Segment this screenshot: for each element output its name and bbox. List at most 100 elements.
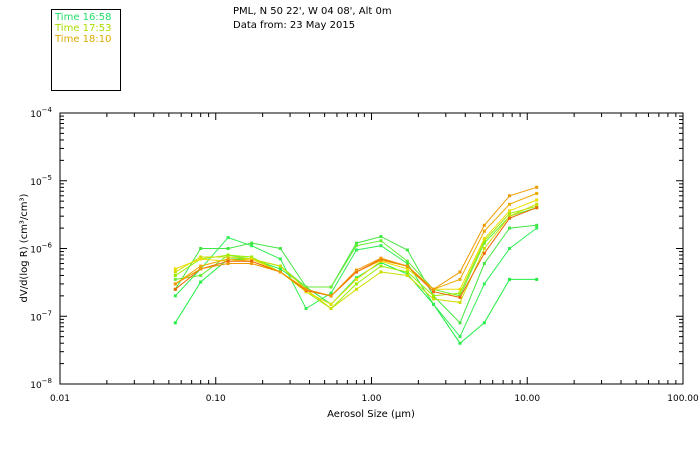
data-point [250, 241, 254, 245]
data-point [482, 321, 486, 325]
data-point [482, 262, 486, 266]
data-point [173, 267, 177, 271]
data-point [250, 262, 254, 266]
data-point [173, 270, 177, 274]
data-point [405, 262, 409, 266]
data-point [458, 335, 462, 339]
data-point [173, 282, 177, 286]
date-header: Data from: 23 May 2015 [233, 20, 356, 31]
data-point [379, 239, 383, 243]
data-point [405, 270, 409, 274]
data-point [199, 247, 203, 250]
data-point [354, 241, 358, 245]
data-point [354, 268, 358, 272]
data-point [535, 277, 539, 281]
data-point [482, 251, 486, 255]
data-point [173, 321, 177, 325]
data-point [199, 280, 203, 284]
data-point [482, 223, 486, 227]
data-point [173, 277, 177, 281]
legend-box: Time 16:58 Time 17:53 Time 18:10 [51, 9, 121, 91]
data-point [458, 270, 462, 274]
data-point [226, 255, 230, 259]
data-point [354, 244, 358, 248]
legend-entry-1: Time 16:58 [55, 12, 112, 23]
data-point [458, 291, 462, 295]
data-point [508, 211, 512, 215]
data-point [379, 264, 383, 268]
data-point [354, 248, 358, 252]
data-point [250, 257, 254, 261]
series-layer [173, 185, 539, 345]
data-point [304, 307, 308, 311]
data-point [431, 294, 435, 298]
data-point [354, 276, 358, 280]
data-point [458, 277, 462, 281]
x-tick-label: 1.00 [361, 394, 381, 404]
data-point [329, 307, 333, 311]
data-point [508, 277, 512, 281]
data-point [405, 267, 409, 271]
x-tick-label: 100.00 [667, 394, 699, 404]
data-point [226, 259, 230, 263]
data-point [329, 285, 333, 289]
y-tick-label: 10−6 [30, 242, 52, 256]
data-point [173, 273, 177, 277]
data-point [199, 255, 203, 259]
data-point [405, 264, 409, 268]
data-point [250, 244, 254, 248]
data-point [379, 270, 383, 274]
data-point [278, 267, 282, 271]
y-tick-label: 10−7 [30, 309, 52, 323]
data-point [173, 287, 177, 291]
data-point [458, 287, 462, 291]
data-point [405, 248, 409, 252]
data-point [304, 287, 308, 291]
data-point [458, 294, 462, 298]
data-point [458, 341, 462, 345]
data-point [482, 241, 486, 245]
data-point [458, 295, 462, 299]
data-point [226, 236, 230, 240]
x-axis-title: Aerosol Size (μm) [327, 409, 415, 420]
data-point [508, 216, 512, 220]
data-point [329, 291, 333, 295]
data-point [535, 191, 539, 195]
y-tick-label: 10−8 [30, 377, 52, 391]
y-tick-label: 10−4 [30, 106, 52, 120]
plot-frame [59, 112, 684, 385]
data-point [431, 297, 435, 301]
data-point [226, 247, 230, 250]
data-point [535, 185, 539, 189]
legend-entry-2: Time 17:53 [55, 23, 112, 34]
data-point [508, 226, 512, 230]
data-point [278, 270, 282, 274]
data-point [354, 282, 358, 286]
x-tick-label: 0.10 [206, 394, 226, 404]
data-point [458, 300, 462, 304]
data-point [482, 282, 486, 286]
data-point [278, 264, 282, 268]
data-point [535, 226, 539, 230]
data-point [226, 262, 230, 266]
location-header: PML, N 50 22', W 04 08', Alt 0m [233, 6, 392, 17]
axis-ticks: 0.01 0.10 1.00 10.00 100.00 10−8 10−7 10−6 10−5 1… [30, 106, 699, 404]
data-point [199, 257, 203, 261]
data-point [250, 255, 254, 259]
data-point [304, 285, 308, 289]
series-line-3 [174, 224, 537, 324]
data-point [379, 256, 383, 260]
data-point [354, 270, 358, 274]
data-point [482, 229, 486, 233]
data-point [199, 264, 203, 268]
data-point [535, 223, 539, 227]
data-point [405, 259, 409, 263]
data-point [226, 253, 230, 257]
data-point [278, 257, 282, 261]
y-tick-label: 10−5 [30, 174, 52, 188]
data-point [250, 259, 254, 263]
data-point [508, 209, 512, 213]
data-point [508, 214, 512, 218]
data-point [379, 244, 383, 248]
